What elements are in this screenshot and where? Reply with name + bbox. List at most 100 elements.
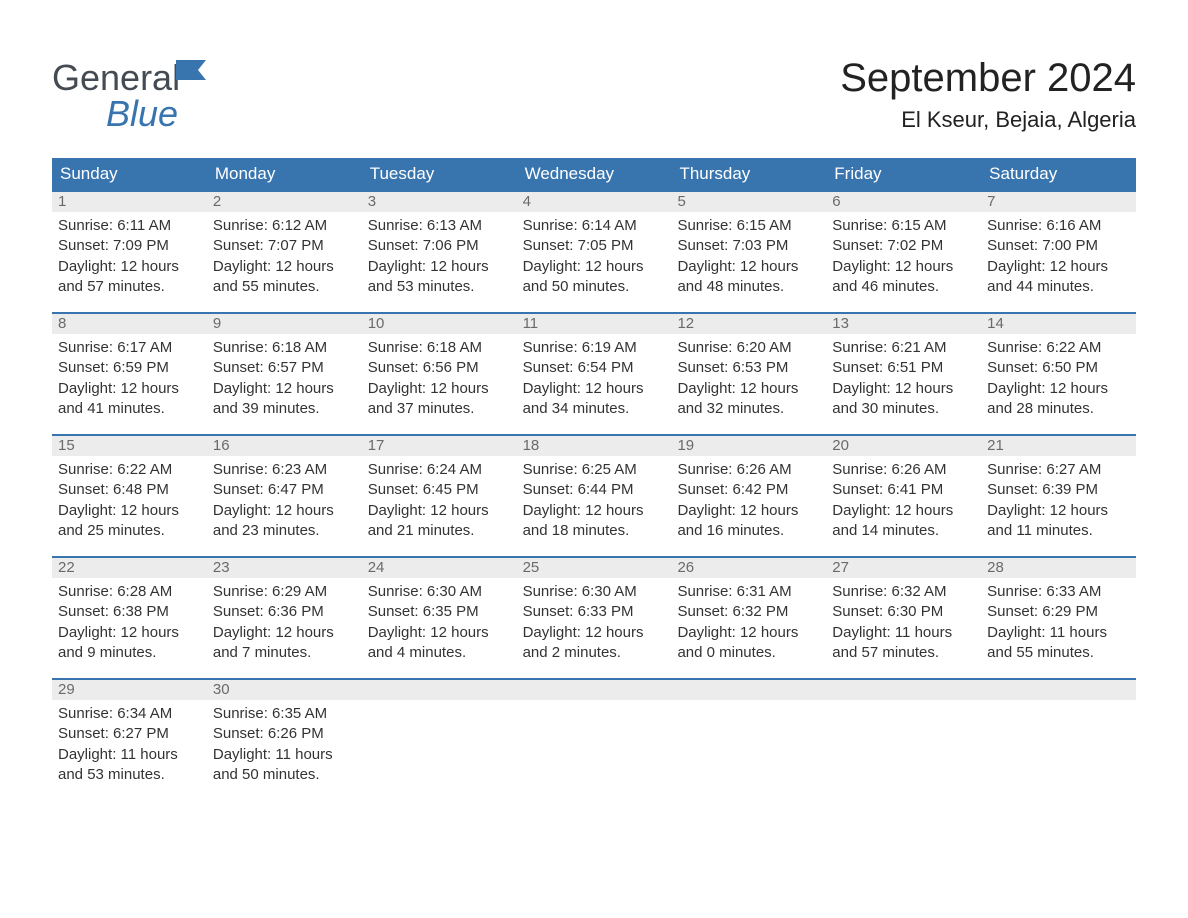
- daylight-line: Daylight: 12 hours and 18 minutes.: [523, 501, 666, 542]
- day-number: 18: [517, 434, 672, 456]
- daylight-line: Daylight: 12 hours and 48 minutes.: [677, 257, 820, 298]
- day-body: Sunrise: 6:32 AMSunset: 6:30 PMDaylight:…: [826, 578, 981, 663]
- day-number: 25: [517, 556, 672, 578]
- calendar-week: 8Sunrise: 6:17 AMSunset: 6:59 PMDaylight…: [52, 312, 1136, 434]
- day-number: 1: [52, 190, 207, 212]
- daylight-line: Daylight: 12 hours and 14 minutes.: [832, 501, 975, 542]
- day-name-header: Monday: [207, 158, 362, 190]
- calendar-day-cell: 22Sunrise: 6:28 AMSunset: 6:38 PMDayligh…: [52, 556, 207, 678]
- sunset-line: Sunset: 6:30 PM: [832, 602, 975, 622]
- calendar-day-cell: 26Sunrise: 6:31 AMSunset: 6:32 PMDayligh…: [671, 556, 826, 678]
- day-number: [362, 678, 517, 700]
- day-body: Sunrise: 6:22 AMSunset: 6:50 PMDaylight:…: [981, 334, 1136, 419]
- day-number: [981, 678, 1136, 700]
- day-body: [826, 700, 981, 704]
- sunset-line: Sunset: 6:54 PM: [523, 358, 666, 378]
- brand-logo: General Blue: [52, 60, 206, 132]
- sunset-line: Sunset: 6:44 PM: [523, 480, 666, 500]
- day-number: 20: [826, 434, 981, 456]
- daylight-line: Daylight: 12 hours and 23 minutes.: [213, 501, 356, 542]
- day-number: 27: [826, 556, 981, 578]
- day-number: 29: [52, 678, 207, 700]
- sunset-line: Sunset: 6:59 PM: [58, 358, 201, 378]
- day-number: [517, 678, 672, 700]
- sunrise-line: Sunrise: 6:30 AM: [368, 582, 511, 602]
- sunrise-line: Sunrise: 6:35 AM: [213, 704, 356, 724]
- sunset-line: Sunset: 6:35 PM: [368, 602, 511, 622]
- day-body: Sunrise: 6:22 AMSunset: 6:48 PMDaylight:…: [52, 456, 207, 541]
- day-body: Sunrise: 6:26 AMSunset: 6:41 PMDaylight:…: [826, 456, 981, 541]
- calendar-day-cell: 18Sunrise: 6:25 AMSunset: 6:44 PMDayligh…: [517, 434, 672, 556]
- daylight-line: Daylight: 11 hours and 55 minutes.: [987, 623, 1130, 664]
- calendar-day-cell: 9Sunrise: 6:18 AMSunset: 6:57 PMDaylight…: [207, 312, 362, 434]
- sunrise-line: Sunrise: 6:19 AM: [523, 338, 666, 358]
- daylight-line: Daylight: 12 hours and 0 minutes.: [677, 623, 820, 664]
- sunset-line: Sunset: 6:50 PM: [987, 358, 1130, 378]
- sunset-line: Sunset: 6:27 PM: [58, 724, 201, 744]
- day-body: [671, 700, 826, 704]
- sunset-line: Sunset: 6:42 PM: [677, 480, 820, 500]
- calendar-day-cell: 20Sunrise: 6:26 AMSunset: 6:41 PMDayligh…: [826, 434, 981, 556]
- daylight-line: Daylight: 12 hours and 21 minutes.: [368, 501, 511, 542]
- day-name-row: SundayMondayTuesdayWednesdayThursdayFrid…: [52, 158, 1136, 190]
- sunset-line: Sunset: 6:41 PM: [832, 480, 975, 500]
- day-name-header: Saturday: [981, 158, 1136, 190]
- calendar-day-cell: 27Sunrise: 6:32 AMSunset: 6:30 PMDayligh…: [826, 556, 981, 678]
- day-number: 23: [207, 556, 362, 578]
- sunrise-line: Sunrise: 6:22 AM: [58, 460, 201, 480]
- sunrise-line: Sunrise: 6:15 AM: [677, 216, 820, 236]
- day-number: 16: [207, 434, 362, 456]
- day-number: 4: [517, 190, 672, 212]
- daylight-line: Daylight: 12 hours and 11 minutes.: [987, 501, 1130, 542]
- sunrise-line: Sunrise: 6:27 AM: [987, 460, 1130, 480]
- sunset-line: Sunset: 6:32 PM: [677, 602, 820, 622]
- calendar-day-cell: 17Sunrise: 6:24 AMSunset: 6:45 PMDayligh…: [362, 434, 517, 556]
- sunrise-line: Sunrise: 6:18 AM: [213, 338, 356, 358]
- sunset-line: Sunset: 6:36 PM: [213, 602, 356, 622]
- day-body: Sunrise: 6:18 AMSunset: 6:56 PMDaylight:…: [362, 334, 517, 419]
- day-number: 14: [981, 312, 1136, 334]
- calendar-day-cell: 2Sunrise: 6:12 AMSunset: 7:07 PMDaylight…: [207, 190, 362, 312]
- calendar-day-cell: 13Sunrise: 6:21 AMSunset: 6:51 PMDayligh…: [826, 312, 981, 434]
- sunset-line: Sunset: 7:05 PM: [523, 236, 666, 256]
- daylight-line: Daylight: 12 hours and 16 minutes.: [677, 501, 820, 542]
- daylight-line: Daylight: 12 hours and 55 minutes.: [213, 257, 356, 298]
- sunrise-line: Sunrise: 6:25 AM: [523, 460, 666, 480]
- daylight-line: Daylight: 11 hours and 50 minutes.: [213, 745, 356, 786]
- location-subtitle: El Kseur, Bejaia, Algeria: [840, 107, 1136, 133]
- day-number: [671, 678, 826, 700]
- day-number: 2: [207, 190, 362, 212]
- sunrise-line: Sunrise: 6:11 AM: [58, 216, 201, 236]
- day-body: Sunrise: 6:14 AMSunset: 7:05 PMDaylight:…: [517, 212, 672, 297]
- day-body: Sunrise: 6:24 AMSunset: 6:45 PMDaylight:…: [362, 456, 517, 541]
- calendar: SundayMondayTuesdayWednesdayThursdayFrid…: [52, 158, 1136, 800]
- sunset-line: Sunset: 6:38 PM: [58, 602, 201, 622]
- sunset-line: Sunset: 6:51 PM: [832, 358, 975, 378]
- daylight-line: Daylight: 11 hours and 53 minutes.: [58, 745, 201, 786]
- calendar-day-cell: 21Sunrise: 6:27 AMSunset: 6:39 PMDayligh…: [981, 434, 1136, 556]
- sunrise-line: Sunrise: 6:17 AM: [58, 338, 201, 358]
- calendar-day-cell: [981, 678, 1136, 800]
- day-body: Sunrise: 6:13 AMSunset: 7:06 PMDaylight:…: [362, 212, 517, 297]
- daylight-line: Daylight: 12 hours and 44 minutes.: [987, 257, 1130, 298]
- calendar-week: 29Sunrise: 6:34 AMSunset: 6:27 PMDayligh…: [52, 678, 1136, 800]
- sunset-line: Sunset: 6:48 PM: [58, 480, 201, 500]
- brand-general: General: [52, 57, 180, 98]
- sunrise-line: Sunrise: 6:12 AM: [213, 216, 356, 236]
- calendar-day-cell: 11Sunrise: 6:19 AMSunset: 6:54 PMDayligh…: [517, 312, 672, 434]
- day-body: Sunrise: 6:16 AMSunset: 7:00 PMDaylight:…: [981, 212, 1136, 297]
- daylight-line: Daylight: 12 hours and 37 minutes.: [368, 379, 511, 420]
- sunrise-line: Sunrise: 6:21 AM: [832, 338, 975, 358]
- day-number: 26: [671, 556, 826, 578]
- calendar-week: 15Sunrise: 6:22 AMSunset: 6:48 PMDayligh…: [52, 434, 1136, 556]
- sunrise-line: Sunrise: 6:34 AM: [58, 704, 201, 724]
- day-number: 15: [52, 434, 207, 456]
- day-number: 17: [362, 434, 517, 456]
- calendar-day-cell: 23Sunrise: 6:29 AMSunset: 6:36 PMDayligh…: [207, 556, 362, 678]
- calendar-day-cell: [826, 678, 981, 800]
- calendar-day-cell: 4Sunrise: 6:14 AMSunset: 7:05 PMDaylight…: [517, 190, 672, 312]
- day-body: Sunrise: 6:19 AMSunset: 6:54 PMDaylight:…: [517, 334, 672, 419]
- sunset-line: Sunset: 6:53 PM: [677, 358, 820, 378]
- day-body: Sunrise: 6:23 AMSunset: 6:47 PMDaylight:…: [207, 456, 362, 541]
- day-body: Sunrise: 6:25 AMSunset: 6:44 PMDaylight:…: [517, 456, 672, 541]
